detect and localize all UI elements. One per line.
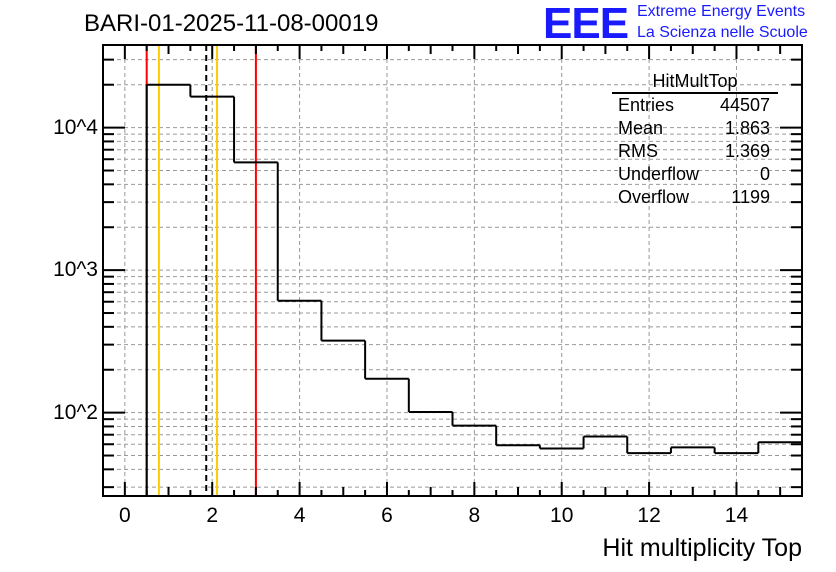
y-tick-label: 10^4 [53, 115, 98, 139]
stats-row: Overflow 1199 [612, 186, 778, 209]
stats-label: Underflow [618, 164, 700, 184]
plot-title: BARI-01-2025-11-08-00019 [84, 10, 379, 37]
stats-label: RMS [618, 141, 658, 161]
stats-label: Mean [618, 118, 664, 138]
x-axis-label: Hit multiplicity Top [602, 534, 802, 562]
logo-line2: La Scienza nelle Scuole [637, 24, 808, 41]
plot-frame [102, 44, 803, 497]
logo-mark: EEE [543, 0, 629, 48]
stats-value: 1.369 [724, 141, 770, 161]
x-tick-label: 0 [119, 504, 131, 527]
x-tick-label: 6 [381, 504, 393, 527]
y-tick-label: 10^2 [53, 400, 98, 424]
x-tick-label: 14 [725, 504, 749, 527]
x-tick-label: 8 [469, 504, 481, 527]
axis-ticks [102, 45, 803, 496]
stats-row: Mean 1.863 [612, 117, 778, 140]
y-tick-label: 10^3 [53, 258, 98, 282]
stats-label: Overflow [618, 187, 690, 207]
stats-value: 44507 [719, 95, 770, 115]
histogram-bars [145, 83, 802, 496]
stats-value: 0 [759, 164, 770, 184]
x-tick-label: 12 [637, 504, 660, 527]
stats-row: Entries 44507 [612, 94, 778, 117]
x-tick-label: 2 [206, 504, 218, 527]
stats-label: Entries [618, 95, 675, 115]
grid [103, 45, 802, 496]
x-tick-label: 10 [550, 504, 573, 527]
logo-line1: Extreme Energy Events [637, 3, 806, 20]
stats-row: Underflow 0 [612, 163, 778, 186]
stats-row: RMS 1.369 [612, 140, 778, 163]
x-tick-label: 4 [294, 504, 306, 527]
stats-value: 1199 [731, 187, 770, 207]
stats-box: HitMultTop Entries 44507 Mean 1.863 RMS 1.369… [612, 70, 778, 209]
stats-value: 1.863 [724, 118, 770, 138]
x-tick-labels: 0 2 4 6 8 10 12 14 [119, 504, 748, 527]
stats-title: HitMultTop [612, 70, 778, 94]
